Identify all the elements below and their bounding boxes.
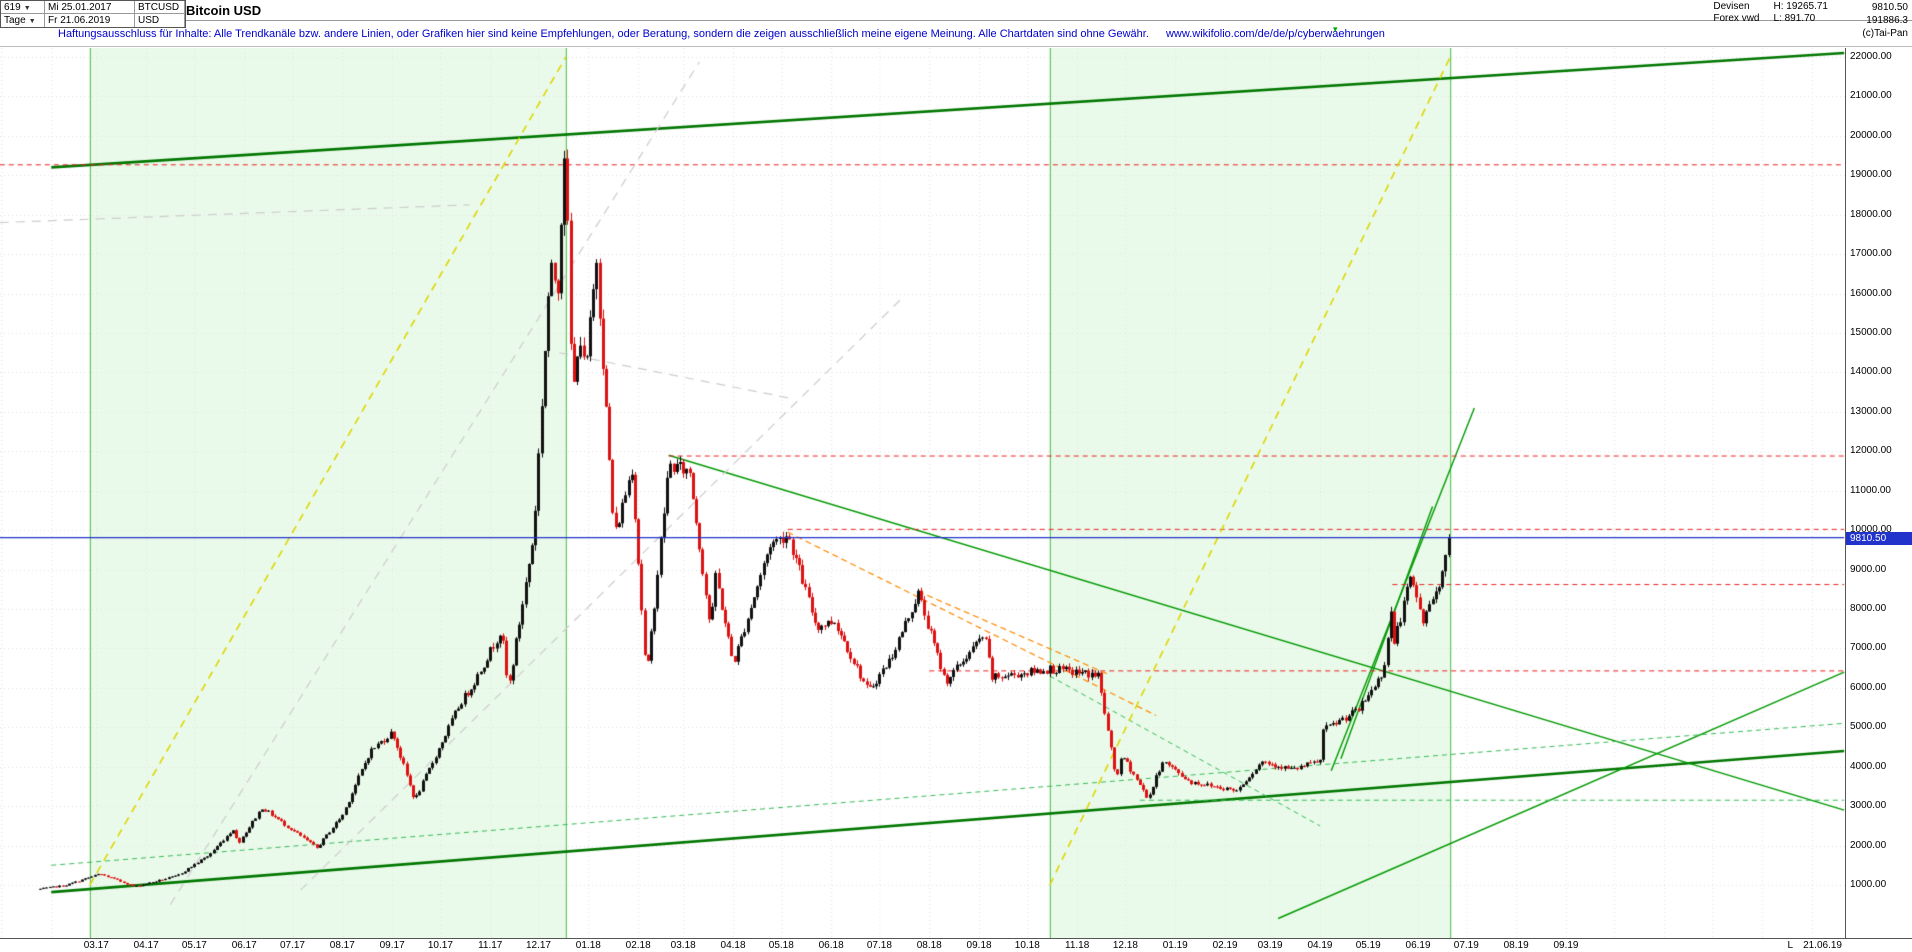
x-axis-label: 06.18 bbox=[818, 940, 844, 951]
last-date-marker: L 21.06.19 bbox=[1788, 940, 1843, 951]
x-axis-label: 03.17 bbox=[83, 940, 109, 951]
current-price-badge: 9810.50 bbox=[1846, 531, 1912, 545]
disclaimer-bar: Haftungsausschluss für Inhalte: Alle Tre… bbox=[0, 21, 1912, 47]
disclaimer-text: Haftungsausschluss für Inhalte: Alle Tre… bbox=[58, 28, 1149, 40]
x-axis-label: 05.19 bbox=[1355, 940, 1381, 951]
legend-marker-icon: ▾ bbox=[1333, 24, 1338, 34]
x-axis-label: 05.18 bbox=[768, 940, 794, 951]
y-axis-label: 16000.00 bbox=[1850, 287, 1892, 299]
currency-label: USD bbox=[135, 14, 185, 27]
x-axis-label: 02.18 bbox=[625, 940, 651, 951]
y-axis-label: 7000.00 bbox=[1850, 642, 1887, 654]
volume-value: 191886.3 bbox=[1866, 15, 1908, 26]
y-axis-label: 8000.00 bbox=[1850, 603, 1887, 614]
y-axis-label: 21000.00 bbox=[1850, 90, 1892, 102]
y-axis-label: 11000.00 bbox=[1850, 484, 1891, 496]
quote-info: Devisen H: 19265.71 Forex vwd L: 891.70 bbox=[1713, 1, 1828, 25]
x-axis-label: 09.17 bbox=[379, 940, 405, 951]
source-label: Forex vwd bbox=[1713, 13, 1760, 24]
y-axis-label: 17000.00 bbox=[1850, 248, 1892, 260]
y-axis-label: 15000.00 bbox=[1850, 327, 1892, 338]
y-axis-label: 9000.00 bbox=[1850, 563, 1887, 575]
last-price-value: 9810.50 bbox=[1871, 2, 1908, 13]
x-axis-label: 07.18 bbox=[866, 940, 892, 951]
x-axis-label: 04.18 bbox=[720, 940, 746, 951]
x-axis-label: 06.19 bbox=[1405, 940, 1431, 951]
x-axis-label: 12.17 bbox=[525, 940, 551, 951]
bars-count: 619 bbox=[4, 2, 21, 13]
bars-count-dropdown[interactable]: 619 ▼ bbox=[1, 1, 45, 14]
axis-top-values: 9810.50 191886.3 (c)Tai-Pan bbox=[1862, 1, 1908, 40]
price-chart[interactable] bbox=[0, 48, 1845, 938]
x-axis-label: 02.19 bbox=[1212, 940, 1238, 951]
x-axis-label: 06.17 bbox=[231, 940, 257, 951]
start-date-field[interactable]: Mi 25.01.2017 bbox=[45, 1, 135, 14]
last-date: 21.06.19 bbox=[1803, 940, 1842, 951]
date-axis: L 21.06.19 03.17 04.17 05.17 06.17 07.17 08.1… bbox=[0, 938, 1912, 952]
y-axis-label: 19000.00 bbox=[1850, 169, 1892, 181]
y-axis-label: 18000.00 bbox=[1850, 208, 1892, 220]
x-axis-label: 07.19 bbox=[1453, 940, 1479, 951]
y-axis-label: 1000.00 bbox=[1850, 879, 1887, 890]
last-label: L bbox=[1787, 940, 1794, 951]
y-axis-label: 22000.00 bbox=[1850, 51, 1892, 62]
copyright-label: (c)Tai-Pan bbox=[1862, 28, 1908, 39]
x-axis-label: 01.19 bbox=[1162, 940, 1188, 951]
x-axis-label: 09.18 bbox=[966, 940, 992, 951]
x-axis-label: 04.19 bbox=[1307, 940, 1333, 951]
x-axis-label: 05.17 bbox=[181, 940, 207, 951]
x-axis-label: 03.18 bbox=[670, 940, 696, 951]
y-axis-label: 14000.00 bbox=[1850, 366, 1892, 378]
y-axis-label: 13000.00 bbox=[1850, 405, 1892, 417]
page-title: Bitcoin USD bbox=[186, 3, 262, 18]
category-label: Devisen bbox=[1713, 1, 1750, 12]
instrument-header: 619 ▼ Mi 25.01.2017 BTCUSD Tage ▼ Fr 21.06… bbox=[0, 0, 186, 28]
disclaimer-link[interactable]: www.wikifolio.com/de/de/p/cyberwaehrunge… bbox=[1165, 28, 1385, 40]
y-axis-label: 6000.00 bbox=[1850, 681, 1887, 693]
session-high: H: 19265.71 bbox=[1773, 1, 1829, 12]
end-date-field[interactable]: Fr 21.06.2019 bbox=[45, 14, 135, 27]
y-axis-label: 2000.00 bbox=[1850, 839, 1887, 851]
x-axis-label: 10.18 bbox=[1014, 940, 1040, 951]
x-axis-label: 03.19 bbox=[1257, 940, 1283, 951]
x-axis-label: 08.17 bbox=[329, 940, 355, 951]
y-axis-label: 3000.00 bbox=[1850, 800, 1887, 812]
chevron-down-icon: ▼ bbox=[28, 18, 36, 25]
chevron-down-icon: ▼ bbox=[23, 5, 31, 12]
x-axis-label: 08.19 bbox=[1503, 940, 1529, 951]
session-low: L: 891.70 bbox=[1773, 13, 1816, 24]
period-dropdown[interactable]: Tage ▼ bbox=[1, 14, 45, 27]
y-axis-label: 10000.00 bbox=[1850, 524, 1892, 536]
y-axis-label: 12000.00 bbox=[1850, 445, 1892, 457]
x-axis-label: 12.18 bbox=[1112, 940, 1138, 951]
y-axis-label: 5000.00 bbox=[1850, 721, 1887, 733]
x-axis-label: 08.18 bbox=[916, 940, 942, 951]
x-axis-label: 10.17 bbox=[427, 940, 453, 951]
x-axis-label: 11.17 bbox=[478, 940, 503, 951]
x-axis-label: 11.18 bbox=[1065, 940, 1090, 951]
x-axis-label: 01.18 bbox=[575, 940, 601, 951]
header-bar bbox=[0, 0, 1912, 21]
x-axis-label: 04.17 bbox=[133, 940, 159, 951]
symbol-label: BTCUSD bbox=[135, 1, 185, 14]
x-axis-label: 07.17 bbox=[279, 940, 305, 951]
x-axis-label: 09.19 bbox=[1553, 940, 1579, 951]
price-axis: 22000.00 21000.00 20000.00 19000.00 18000.00… bbox=[1845, 48, 1912, 938]
period-label: Tage bbox=[4, 15, 26, 26]
y-axis-label: 20000.00 bbox=[1850, 129, 1892, 141]
y-axis-label: 4000.00 bbox=[1850, 760, 1887, 772]
